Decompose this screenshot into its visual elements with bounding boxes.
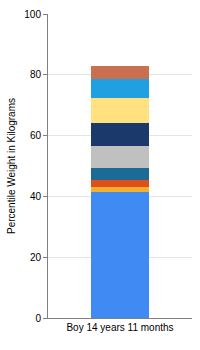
svg-text:60: 60 — [30, 130, 42, 141]
svg-text:40: 40 — [30, 191, 42, 202]
svg-text:20: 20 — [30, 252, 42, 263]
svg-text:100: 100 — [24, 9, 41, 20]
svg-text:Boy 14 years 11 months: Boy 14 years 11 months — [66, 322, 173, 333]
svg-text:80: 80 — [30, 69, 42, 80]
svg-text:Percentile Weight in Kilograms: Percentile Weight in Kilograms — [6, 98, 17, 234]
svg-text:0: 0 — [35, 313, 41, 324]
